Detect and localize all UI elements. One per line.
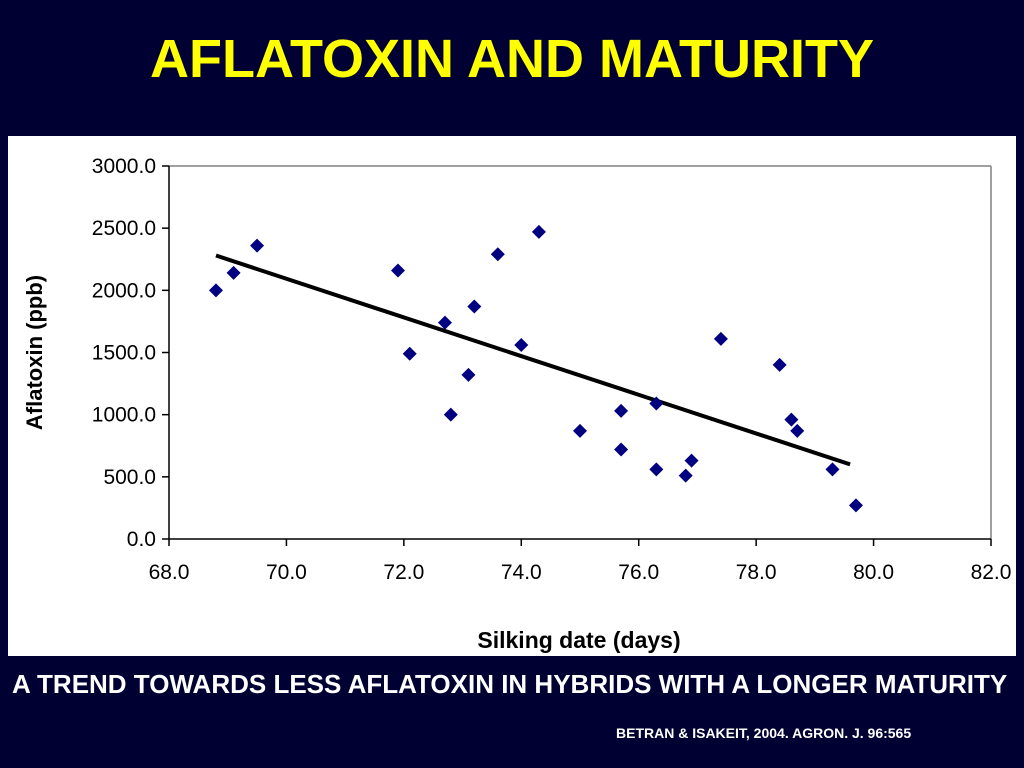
data-point <box>226 265 241 280</box>
y-tick-label: 500.0 <box>103 466 156 489</box>
x-tick-label: 72.0 <box>383 561 424 584</box>
data-point <box>437 315 452 330</box>
x-tick-label: 68.0 <box>149 561 190 584</box>
y-tick-label: 2000.0 <box>92 279 156 302</box>
data-point <box>402 346 417 361</box>
data-point <box>490 247 505 262</box>
data-points <box>208 224 863 513</box>
x-tick-label: 80.0 <box>853 561 894 584</box>
data-point <box>467 299 482 314</box>
caption: A TREND TOWARDS LESS AFLATOXIN IN HYBRID… <box>12 669 1008 699</box>
x-tick-label: 78.0 <box>736 561 777 584</box>
data-point <box>443 407 458 422</box>
data-point <box>514 338 529 353</box>
y-axis-label: Aflatoxin (ppb) <box>22 275 47 430</box>
data-point <box>772 357 787 372</box>
data-point <box>684 453 699 468</box>
data-point <box>825 462 840 477</box>
y-tick-label: 0.0 <box>127 528 156 551</box>
chart-panel: 68.0 70.0 72.0 74.0 76.0 78.0 80.0 82.0 0.0 500.0… <box>8 136 1016 656</box>
scatter-chart: 68.0 70.0 72.0 74.0 76.0 78.0 80.0 82.0 0.0 500.0… <box>22 155 1012 653</box>
x-axis-label: Silking date (days) <box>477 627 680 653</box>
y-tick-label: 3000.0 <box>92 155 156 178</box>
x-tick-label: 74.0 <box>501 561 542 584</box>
slide-title: AFLATOXIN AND MATURITY <box>150 29 874 89</box>
data-point <box>649 462 664 477</box>
trendline-layer <box>215 253 851 467</box>
data-point <box>390 263 405 278</box>
x-tick-label: 82.0 <box>971 561 1012 584</box>
data-point <box>614 442 629 457</box>
data-point <box>848 498 863 513</box>
data-point <box>573 423 587 438</box>
data-point <box>784 412 799 427</box>
data-point <box>790 423 805 438</box>
x-tick-label: 76.0 <box>618 561 659 584</box>
x-tick-label: 70.0 <box>266 561 307 584</box>
trendline <box>215 253 851 467</box>
data-point <box>250 238 265 253</box>
data-point <box>208 283 223 298</box>
axes: 68.0 70.0 72.0 74.0 76.0 78.0 80.0 82.0 0.0 500.0… <box>92 155 1012 584</box>
data-point <box>614 403 629 418</box>
data-point <box>678 468 693 483</box>
data-point <box>461 367 476 382</box>
data-point <box>531 224 546 239</box>
data-point <box>649 396 664 411</box>
y-tick-label: 2500.0 <box>92 217 156 240</box>
y-tick-label: 1500.0 <box>92 342 156 365</box>
y-tick-label: 1000.0 <box>92 404 156 427</box>
citation: BETRAN & ISAKEIT, 2004. AGRON. J. 96:565 <box>616 725 912 741</box>
data-point <box>713 331 728 346</box>
